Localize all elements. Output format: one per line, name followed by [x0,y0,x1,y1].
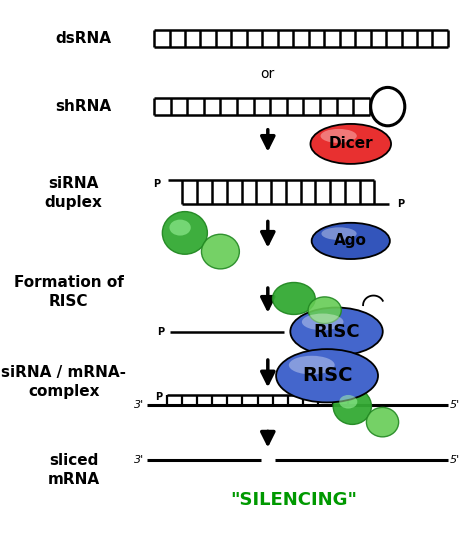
Ellipse shape [333,388,372,424]
Text: RISC: RISC [313,322,360,341]
Ellipse shape [170,220,191,236]
Ellipse shape [310,124,391,164]
Text: Dicer: Dicer [328,136,373,151]
Ellipse shape [289,356,335,374]
Ellipse shape [290,308,383,356]
Ellipse shape [276,349,378,402]
Text: sliced
mRNA: sliced mRNA [47,453,100,487]
Ellipse shape [308,297,341,324]
Ellipse shape [321,227,356,240]
Ellipse shape [162,212,207,254]
Text: RISC: RISC [302,366,352,385]
Ellipse shape [273,282,315,314]
Text: Formation of
RISC: Formation of RISC [14,275,124,309]
Text: 5': 5' [450,455,460,465]
Text: or: or [261,67,275,80]
Text: P: P [153,179,160,189]
Text: siRNA
duplex: siRNA duplex [45,176,102,210]
Text: "SILENCING": "SILENCING" [230,491,357,509]
Text: shRNA: shRNA [55,99,111,114]
Ellipse shape [366,407,399,437]
Text: dsRNA: dsRNA [55,31,111,46]
Text: 3': 3' [134,455,145,465]
Text: siRNA / mRNA-
complex: siRNA / mRNA- complex [1,365,127,399]
Ellipse shape [339,395,357,408]
Text: Ago: Ago [334,233,367,248]
Ellipse shape [302,313,344,330]
Ellipse shape [201,235,239,269]
Ellipse shape [320,129,357,143]
Text: P: P [397,199,404,208]
Ellipse shape [311,223,390,259]
Text: P: P [157,327,165,336]
Text: 5': 5' [450,400,460,410]
Text: 3': 3' [134,400,145,410]
Text: P: P [155,392,163,401]
